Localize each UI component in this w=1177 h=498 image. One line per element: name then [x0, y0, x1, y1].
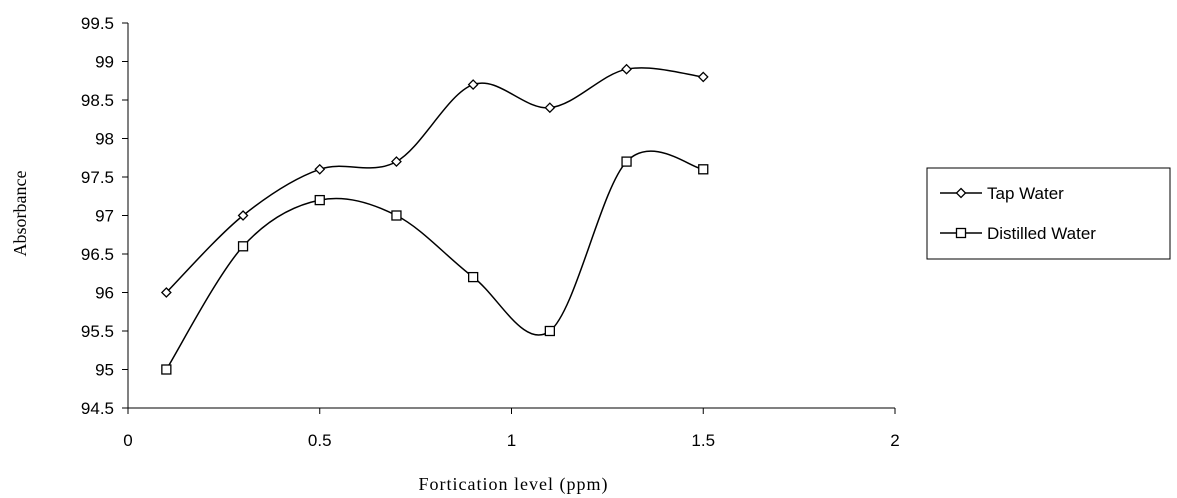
y-tick-label: 96	[95, 284, 114, 303]
data-point-diamond	[391, 156, 402, 168]
data-point-square	[698, 164, 709, 175]
data-point-diamond	[237, 210, 249, 221]
data-point-square	[314, 194, 325, 206]
series-1	[160, 63, 709, 298]
y-tick-label: 99	[95, 53, 114, 72]
data-point-diamond	[621, 63, 632, 75]
x-axis-title: Fortication level (ppm)	[419, 474, 609, 495]
y-tick-label: 98	[95, 130, 114, 149]
x-ticks: 0 0.5 1 1.5 2	[123, 408, 900, 450]
data-point-diamond	[544, 102, 556, 114]
series-line	[165, 150, 704, 370]
legend-item: Distilled Water	[940, 224, 1096, 243]
y-ticks: 94.5 95 95.5 96 96.5 97 97.5 98 98.5 99 99.5	[81, 14, 128, 418]
series-line	[165, 67, 704, 294]
y-tick-label: 95.5	[81, 322, 114, 341]
legend-box	[926, 167, 1171, 260]
x-tick-label: 0	[123, 431, 132, 450]
legend-marker-square	[955, 227, 967, 239]
x-tick-label: 1.5	[691, 431, 715, 450]
y-axis-title: Absorbance	[10, 171, 30, 257]
y-tick-label: 97	[95, 207, 114, 226]
series-2	[161, 150, 709, 375]
plot-area: 94.5 95 95.5 96 96.5 97 97.5 98 98.5 99 99.5 0 0.5 1…	[81, 14, 900, 450]
data-point-diamond	[467, 79, 479, 91]
y-tick-label: 97.5	[81, 168, 114, 187]
data-point-square	[467, 271, 479, 283]
x-tick-label: 2	[890, 431, 899, 450]
y-tick-label: 94.5	[81, 399, 114, 418]
legend-marker-diamond	[955, 187, 967, 199]
data-point-square	[237, 241, 249, 252]
data-point-square	[621, 156, 632, 167]
data-point-diamond	[314, 163, 326, 175]
data-point-diamond	[160, 287, 172, 298]
legend-label: Distilled Water	[987, 224, 1096, 243]
legend-label: Tap Water	[987, 184, 1064, 203]
data-point-square	[391, 210, 402, 221]
x-tick-label: 1	[507, 431, 516, 450]
series-layer	[160, 63, 709, 375]
y-tick-label: 95	[95, 361, 114, 380]
y-tick-label: 98.5	[81, 91, 114, 110]
legend: Tap Water Distilled Water	[926, 167, 1171, 260]
legend-item: Tap Water	[940, 184, 1064, 203]
y-tick-label: 96.5	[81, 245, 114, 264]
data-point-square	[544, 325, 555, 337]
x-tick-label: 0.5	[308, 431, 332, 450]
y-tick-label: 99.5	[81, 14, 114, 33]
data-point-square	[161, 364, 172, 375]
data-point-diamond	[697, 71, 709, 83]
